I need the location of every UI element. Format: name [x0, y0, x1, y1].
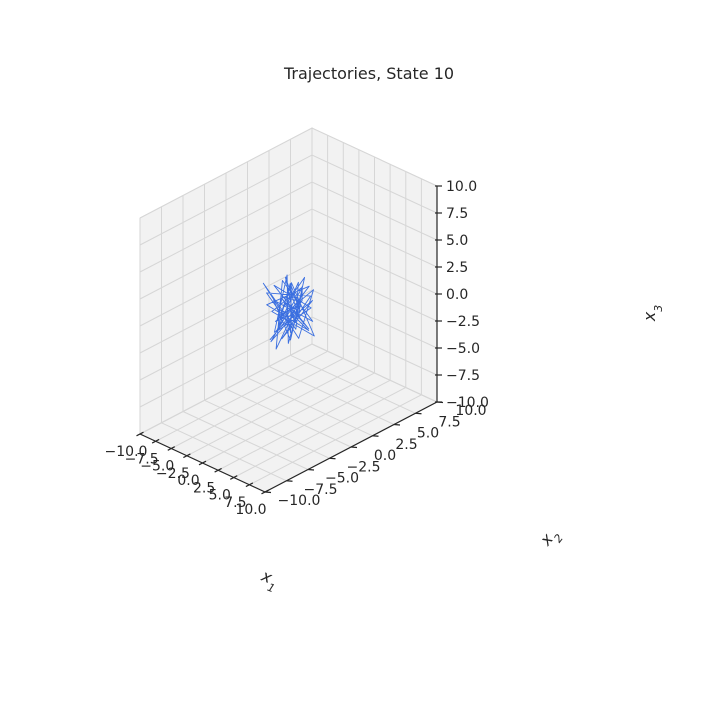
x-tick [245, 482, 254, 488]
data-layer [262, 274, 315, 350]
z-tick-label: −10.0 [446, 395, 489, 411]
x-axis-label: x1 [256, 566, 281, 595]
y-tick-label: −2.5 [347, 459, 381, 475]
y-tick [372, 435, 379, 437]
z-tick-label: 10.0 [446, 179, 477, 195]
z-tick-label: 7.5 [446, 206, 468, 222]
z-grid-line [139, 235, 438, 327]
x-tick-label: 7.5 [224, 495, 246, 511]
y-tick [350, 446, 358, 449]
y-tick [393, 423, 401, 426]
x-tick [151, 438, 160, 444]
x-tick-label: 2.5 [193, 480, 215, 496]
y-grid-line [290, 139, 416, 414]
x-tick [229, 475, 238, 480]
x-grid-line [249, 178, 422, 486]
y-tick [415, 412, 422, 415]
y-grid-line [268, 150, 395, 425]
y-tick [329, 457, 336, 460]
x-grid-line [233, 171, 407, 478]
y-tick-label: 10.0 [455, 403, 486, 419]
y-tick-label: −7.5 [304, 482, 338, 498]
y-tick-label: −5.0 [325, 471, 359, 487]
z-grid-line [139, 154, 438, 246]
chart-title: Trajectories, State 10 [283, 64, 454, 83]
z-tick-label: −2.5 [446, 314, 480, 330]
y-tick [286, 480, 293, 482]
tick-marks [136, 185, 444, 495]
x-grid-line [171, 142, 344, 449]
z-grid-line [139, 316, 438, 408]
x-grid-line [202, 157, 375, 464]
x-tick-label: −7.5 [125, 451, 159, 467]
y-grid-line [225, 173, 352, 448]
z-grid-line [139, 289, 438, 381]
z-grid-line [139, 127, 438, 219]
y-axis-label-subscript: 2 [551, 531, 566, 545]
grid-lines [139, 127, 438, 493]
y-grid-line [182, 195, 309, 470]
x-tick [136, 431, 144, 437]
y-grid-line [247, 161, 373, 437]
x-tick [214, 467, 222, 473]
x-tick-label: 0.0 [177, 473, 199, 489]
y-tick-label: 0.0 [374, 448, 396, 464]
z-tick-label: 0.0 [446, 287, 468, 303]
y-tick-label: 5.0 [417, 426, 439, 442]
z-tick-label: −7.5 [446, 368, 480, 384]
x-tick [167, 446, 176, 451]
x-tick-label: 10.0 [235, 502, 266, 518]
z-axis-label: x3 [640, 305, 665, 322]
z-tick-label: 5.0 [446, 233, 468, 249]
x-axis-label-subscript: 1 [266, 580, 277, 595]
x-grid-line [217, 164, 391, 471]
z-tick-label: −5.0 [446, 341, 480, 357]
x-tick-label: −2.5 [156, 466, 190, 482]
y-grid-line [161, 206, 287, 482]
y-tick-label: 2.5 [395, 437, 417, 453]
y-tick [264, 491, 272, 494]
x-grid-line [186, 149, 360, 457]
x-grid-line [155, 135, 329, 442]
z-grid-line [139, 208, 438, 300]
y-tick-label: −10.0 [278, 493, 321, 509]
x-tick [198, 460, 207, 466]
trajectory-line [262, 274, 315, 350]
z-grid-line [139, 181, 438, 273]
tick-labels: −10.0−7.5−5.0−2.50.02.55.07.510.0−10.0−7… [105, 179, 489, 518]
y-grid-line [204, 184, 330, 459]
x-tick-label: −10.0 [105, 444, 148, 460]
y-axis-label: x2 [535, 524, 565, 553]
z-axis-label-subscript: 3 [652, 305, 665, 312]
x-tick-label: −5.0 [140, 459, 174, 475]
y-tick-label: 7.5 [438, 414, 460, 430]
z-grid-line [139, 262, 438, 354]
z-grid-line [139, 343, 438, 435]
x-tick-label: 5.0 [209, 488, 231, 504]
z-tick-label: 2.5 [446, 260, 468, 276]
y-tick [307, 468, 315, 471]
x-tick [183, 453, 191, 459]
